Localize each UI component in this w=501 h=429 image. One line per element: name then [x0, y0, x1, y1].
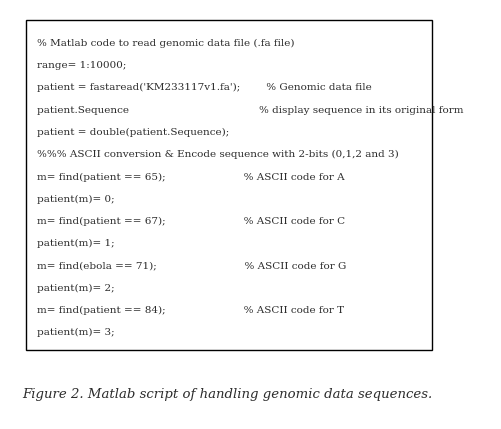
Text: range= 1:10000;: range= 1:10000; [37, 61, 126, 70]
Text: patient = double(patient.Sequence);: patient = double(patient.Sequence); [37, 128, 228, 137]
Text: patient(m)= 3;: patient(m)= 3; [37, 328, 114, 337]
Text: m= find(ebola == 71);                           % ASCII code for G: m= find(ebola == 71); % ASCII code for G [37, 261, 346, 270]
Text: patient.Sequence                                        % display sequence in it: patient.Sequence % display sequence in i… [37, 106, 462, 115]
FancyBboxPatch shape [26, 20, 431, 350]
Text: patient(m)= 1;: patient(m)= 1; [37, 239, 114, 248]
Text: %%% ASCII conversion & Encode sequence with 2-bits (0,1,2 and 3): %%% ASCII conversion & Encode sequence w… [37, 150, 398, 159]
Text: patient = fastaread('KM233117v1.fa');        % Genomic data file: patient = fastaread('KM233117v1.fa'); % … [37, 83, 371, 92]
Text: Figure 2. Matlab script of handling genomic data sequences.: Figure 2. Matlab script of handling geno… [22, 388, 431, 401]
Text: patient(m)= 2;: patient(m)= 2; [37, 284, 114, 293]
Text: % Matlab code to read genomic data file (.fa file): % Matlab code to read genomic data file … [37, 39, 294, 48]
Text: m= find(patient == 65);                        % ASCII code for A: m= find(patient == 65); % ASCII code for… [37, 172, 344, 181]
Text: patient(m)= 0;: patient(m)= 0; [37, 195, 114, 204]
Text: m= find(patient == 84);                        % ASCII code for T: m= find(patient == 84); % ASCII code for… [37, 306, 343, 315]
Text: m= find(patient == 67);                        % ASCII code for C: m= find(patient == 67); % ASCII code for… [37, 217, 344, 226]
